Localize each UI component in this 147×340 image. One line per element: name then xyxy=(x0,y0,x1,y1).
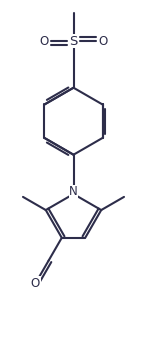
Text: N: N xyxy=(69,185,78,198)
Text: O: O xyxy=(40,35,49,48)
Text: S: S xyxy=(69,35,78,48)
Text: O: O xyxy=(98,35,107,48)
Text: O: O xyxy=(31,277,40,290)
